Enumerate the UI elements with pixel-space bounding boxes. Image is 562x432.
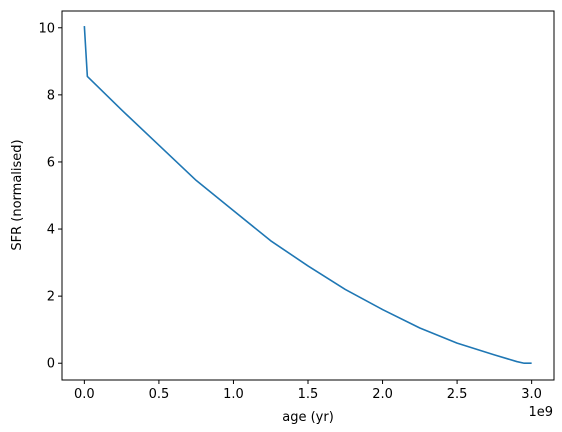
x-tick-label: 3.0 bbox=[521, 387, 542, 402]
x-tick-label: 0.0 bbox=[74, 387, 95, 402]
y-axis-ticks: 0 2 4 6 8 10 bbox=[38, 21, 62, 372]
plot-area bbox=[62, 11, 554, 380]
y-tick-label: 6 bbox=[47, 155, 55, 170]
x-tick-label: 0.5 bbox=[149, 387, 170, 402]
y-tick-label: 10 bbox=[38, 21, 55, 36]
x-axis-offset-label: 1e9 bbox=[528, 405, 553, 420]
series-layer bbox=[83, 26, 532, 365]
y-tick-label: 2 bbox=[47, 290, 55, 305]
y-tick-label: 0 bbox=[47, 357, 55, 372]
y-tick-label: 8 bbox=[47, 88, 55, 103]
sfr-series-line bbox=[83, 26, 532, 365]
x-tick-label: 1.0 bbox=[223, 387, 244, 402]
x-axis-ticks: 0.0 0.5 1.0 1.5 2.0 2.5 3.0 bbox=[74, 380, 542, 402]
y-axis-label: SFR (normalised) bbox=[10, 139, 25, 250]
x-axis-label: age (yr) bbox=[282, 410, 334, 425]
y-tick-label: 4 bbox=[47, 223, 55, 238]
x-tick-label: 2.5 bbox=[447, 387, 468, 402]
x-tick-label: 2.0 bbox=[372, 387, 393, 402]
x-tick-label: 1.5 bbox=[298, 387, 319, 402]
plot-frame bbox=[61, 10, 555, 381]
